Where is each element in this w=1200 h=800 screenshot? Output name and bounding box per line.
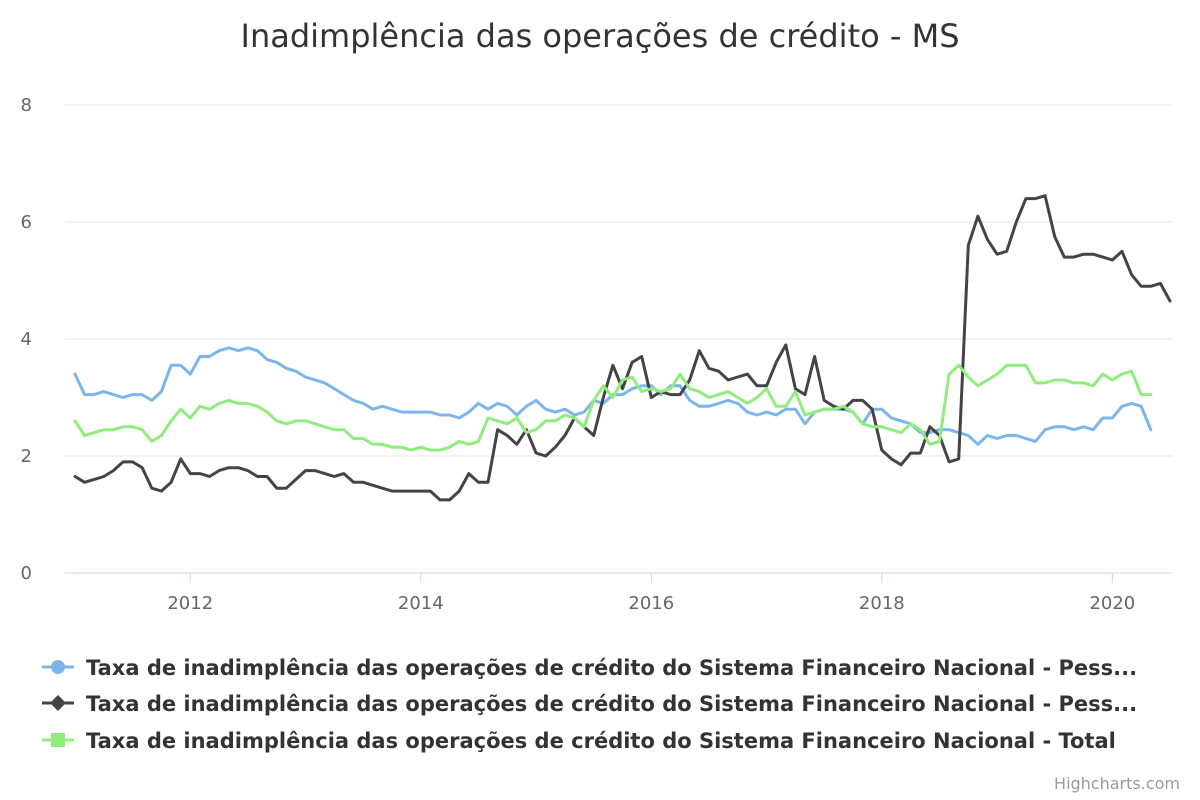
y-tick-label: 8 — [21, 95, 32, 116]
x-axis-ticks: 2012 2014 2016 2018 2020 — [167, 573, 1135, 614]
legend-label: Taxa de inadimplência das operações de c… — [86, 692, 1137, 716]
legend-item-1[interactable]: Taxa de inadimplência das operações de c… — [42, 656, 1137, 680]
credits-link[interactable]: Highcharts.com — [1054, 774, 1180, 793]
series-line-3[interactable] — [73, 363, 1153, 452]
y-tick-label: 0 — [21, 563, 32, 584]
legend-label: Taxa de inadimplência das operações de c… — [86, 729, 1116, 753]
y-axis-ticks: 0 2 4 6 8 — [21, 95, 32, 584]
x-tick-label: 2014 — [398, 593, 444, 614]
x-tick-label: 2012 — [167, 593, 213, 614]
grid-lines — [65, 104, 1172, 457]
y-tick-label: 2 — [21, 446, 32, 467]
legend-square-marker-icon — [51, 733, 65, 747]
x-tick-label: 2016 — [628, 593, 674, 614]
x-tick-label: 2020 — [1089, 593, 1135, 614]
y-tick-label: 4 — [21, 329, 32, 350]
legend-circle-marker-icon — [51, 660, 65, 674]
series-line-2[interactable] — [73, 194, 1172, 502]
legend-item-2[interactable]: Taxa de inadimplência das operações de c… — [42, 692, 1137, 716]
chart-title: Inadimplência das operações de crédito -… — [241, 17, 960, 55]
legend-diamond-marker-icon — [50, 695, 66, 711]
legend: Taxa de inadimplência das operações de c… — [42, 656, 1137, 753]
legend-item-3[interactable]: Taxa de inadimplência das operações de c… — [42, 729, 1116, 753]
x-tick-label: 2018 — [859, 593, 905, 614]
legend-label: Taxa de inadimplência das operações de c… — [86, 656, 1137, 680]
y-tick-label: 6 — [21, 212, 32, 233]
series-layer — [73, 194, 1172, 502]
